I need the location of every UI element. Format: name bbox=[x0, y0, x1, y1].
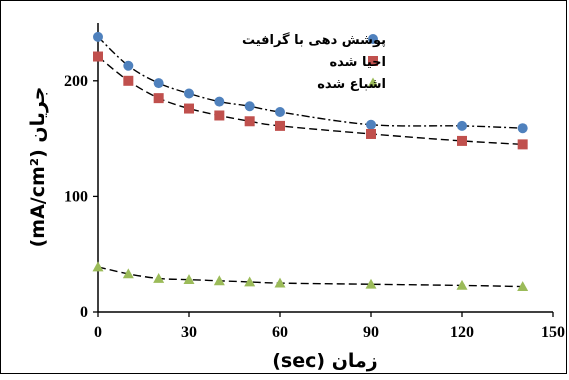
data-point-circle bbox=[368, 34, 378, 44]
data-point-triangle bbox=[244, 276, 256, 287]
x-tick-label: 120 bbox=[450, 324, 474, 341]
data-point-triangle bbox=[365, 278, 377, 289]
y-tick-label: 100 bbox=[64, 188, 88, 205]
x-axis-title: زمان (sec) bbox=[272, 350, 378, 372]
data-point-triangle bbox=[517, 281, 529, 291]
data-point-triangle bbox=[122, 268, 134, 279]
data-point-square bbox=[123, 75, 134, 86]
trend-line bbox=[97, 266, 523, 288]
data-points bbox=[92, 31, 529, 291]
data-point-circle bbox=[517, 123, 528, 134]
data-point-circle bbox=[184, 88, 194, 99]
ticks: 0 30 60 90 120 150 0 100 200 bbox=[64, 73, 565, 341]
legend-label: پوشش دهی با گرافیت bbox=[242, 32, 386, 48]
data-point-circle bbox=[153, 78, 164, 89]
x-tick-label: 90 bbox=[363, 324, 379, 341]
data-point-circle bbox=[214, 96, 225, 107]
data-point-square bbox=[214, 110, 225, 121]
trend-lines bbox=[97, 36, 523, 288]
x-tick-label: 150 bbox=[541, 324, 565, 341]
legend: پوشش دهی با گرافیت احیا شده اشباع شده bbox=[242, 32, 386, 92]
data-point-square bbox=[368, 56, 378, 66]
data-point-triangle bbox=[183, 274, 195, 285]
data-point-triangle bbox=[367, 77, 379, 88]
legend-label: احیا شده bbox=[329, 55, 386, 70]
x-tick-label: 30 bbox=[181, 324, 197, 341]
data-point-square bbox=[93, 51, 103, 62]
data-point-square bbox=[184, 103, 194, 114]
data-point-triangle bbox=[456, 279, 468, 290]
data-point-circle bbox=[123, 60, 134, 71]
data-point-circle bbox=[275, 107, 285, 118]
data-point-circle bbox=[244, 101, 255, 112]
legend-label: اشباع شده bbox=[317, 77, 386, 92]
axes bbox=[97, 23, 553, 313]
y-tick-label: 200 bbox=[64, 73, 88, 90]
data-point-circle bbox=[457, 120, 467, 131]
y-tick-label: 0 bbox=[80, 304, 88, 321]
trend-line bbox=[97, 36, 523, 129]
data-point-square bbox=[275, 120, 285, 131]
y-axis-title: جریان (mA/cm²) bbox=[27, 87, 49, 248]
data-point-triangle bbox=[92, 261, 104, 272]
data-point-triangle bbox=[213, 275, 225, 286]
data-point-triangle bbox=[153, 272, 165, 283]
x-tick-label: 60 bbox=[272, 324, 288, 341]
data-point-circle bbox=[93, 31, 103, 42]
data-point-square bbox=[517, 139, 528, 150]
x-tick-label: 0 bbox=[94, 324, 102, 341]
trend-line bbox=[97, 55, 523, 146]
data-point-square bbox=[457, 135, 467, 146]
data-point-square bbox=[366, 128, 376, 139]
data-point-square bbox=[153, 93, 164, 104]
data-point-square bbox=[244, 116, 255, 127]
data-point-triangle bbox=[274, 277, 286, 288]
data-point-circle bbox=[366, 119, 376, 130]
